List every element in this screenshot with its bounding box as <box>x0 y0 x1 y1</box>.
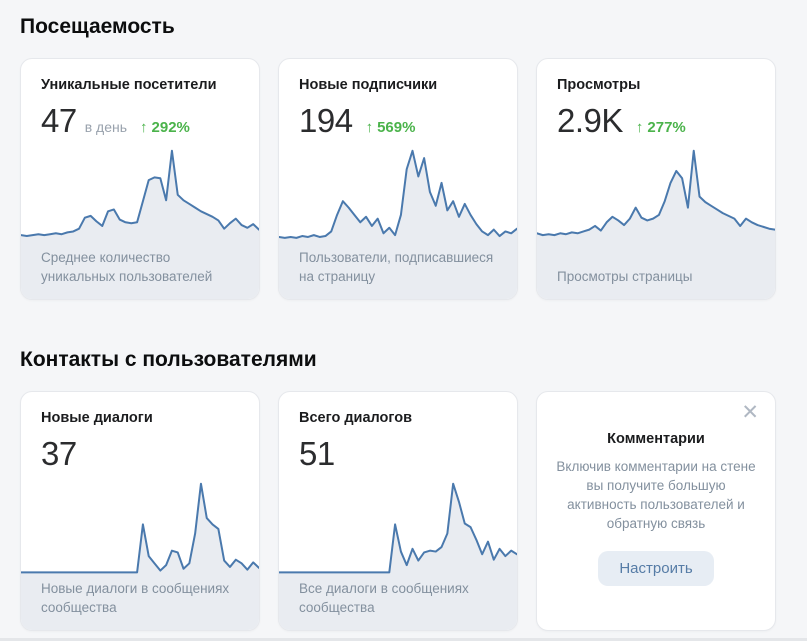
card-views[interactable]: Просмотры 2.9K ↑ 277% Просмотры страницы <box>536 58 776 300</box>
promo-title: Комментарии <box>607 430 705 447</box>
card-title: Уникальные посетители <box>41 77 217 93</box>
trend-badge: ↑ 292% <box>140 119 190 136</box>
section-title-contacts: Контакты с пользователями <box>20 348 317 371</box>
metric-row: 47 в день ↑ 292% <box>41 103 239 139</box>
trend-value: 292% <box>151 119 190 136</box>
chart-caption: Пользователи, подписавшиеся на страницу <box>299 250 494 284</box>
card-unique-visitors[interactable]: Уникальные посетители 47 в день ↑ 292% С… <box>20 58 260 300</box>
metric-value: 194 <box>299 102 353 139</box>
metric-row: 2.9K ↑ 277% <box>557 103 755 139</box>
page-bottom-edge <box>0 638 807 641</box>
metric-unit: в день <box>84 119 128 135</box>
configure-button[interactable]: Настроить <box>598 550 714 586</box>
sparkline-svg <box>279 143 517 299</box>
traffic-cards-row: Уникальные посетители 47 в день ↑ 292% С… <box>20 58 807 300</box>
card-total-dialogs[interactable]: Всего диалогов 51 Все диалоги в сообщени… <box>278 391 518 631</box>
card-head: Новые диалоги 37 <box>21 392 259 472</box>
metric-value: 37 <box>41 435 77 472</box>
metric-row: 51 <box>299 436 497 472</box>
trend-up-arrow-icon: ↑ <box>635 119 644 136</box>
metric-value: 51 <box>299 435 335 472</box>
card-title: Новые подписчики <box>299 77 438 93</box>
card-head: Просмотры 2.9K ↑ 277% <box>537 59 775 139</box>
card-title: Новые диалоги <box>41 410 153 426</box>
section-title-traffic: Посещаемость <box>20 15 175 38</box>
card-head: Всего диалогов 51 <box>279 392 517 472</box>
card-title: Просмотры <box>557 77 641 93</box>
sparkline-svg <box>279 476 517 630</box>
metric-value: 47 <box>41 102 77 139</box>
trend-badge: ↑ 569% <box>366 119 416 136</box>
trend-up-arrow-icon: ↑ <box>140 119 148 136</box>
sparkline-chart-new-dialogs: Новые диалоги в сообщениях сообщества <box>21 476 259 630</box>
sparkline-svg <box>21 143 259 299</box>
chart-caption: Новые диалоги в сообщениях сообщества <box>41 581 230 615</box>
contacts-cards-row: Новые диалоги 37 Новые диалоги в сообщен… <box>20 391 807 631</box>
close-icon[interactable]: ✕ <box>741 401 759 424</box>
section-contacts: Контакты с пользователями Новые диалоги … <box>0 347 807 631</box>
card-new-subscribers[interactable]: Новые подписчики 194 ↑ 569% Пользователи… <box>278 58 518 300</box>
promo-body-text: Включив комментарии на стене вы получите… <box>556 458 756 531</box>
metric-value: 2.9K <box>557 102 623 139</box>
card-head: Новые подписчики 194 ↑ 569% <box>279 59 517 139</box>
card-head: Уникальные посетители 47 в день ↑ 292% <box>21 59 259 139</box>
metric-row: 37 <box>41 436 239 472</box>
card-comments-promo: ✕ Комментарии Включив комментарии на сте… <box>536 391 776 631</box>
card-title: Всего диалогов <box>299 410 413 426</box>
sparkline-chart-total-dialogs: Все диалоги в сообщениях сообщества <box>279 476 517 630</box>
trend-value: 569% <box>377 119 416 136</box>
sparkline-chart-unique-visitors: Среднее количество уникальных пользовате… <box>21 143 259 299</box>
trend-value: 277% <box>647 119 686 136</box>
sparkline-chart-new-subscribers: Пользователи, подписавшиеся на страницу <box>279 143 517 299</box>
sparkline-svg <box>21 476 259 630</box>
sparkline-chart-views: Просмотры страницы <box>537 143 775 299</box>
metric-row: 194 ↑ 569% <box>299 103 497 139</box>
card-new-dialogs[interactable]: Новые диалоги 37 Новые диалоги в сообщен… <box>20 391 260 631</box>
trend-badge: ↑ 277% <box>636 119 686 136</box>
section-traffic: Посещаемость Уникальные посетители 47 в … <box>0 0 807 300</box>
trend-up-arrow-icon: ↑ <box>365 119 374 136</box>
chart-caption: Все диалоги в сообщениях сообщества <box>299 581 469 615</box>
chart-caption: Просмотры страницы <box>557 269 693 284</box>
sparkline-svg <box>537 143 775 299</box>
chart-caption: Среднее количество уникальных пользовате… <box>41 250 213 284</box>
